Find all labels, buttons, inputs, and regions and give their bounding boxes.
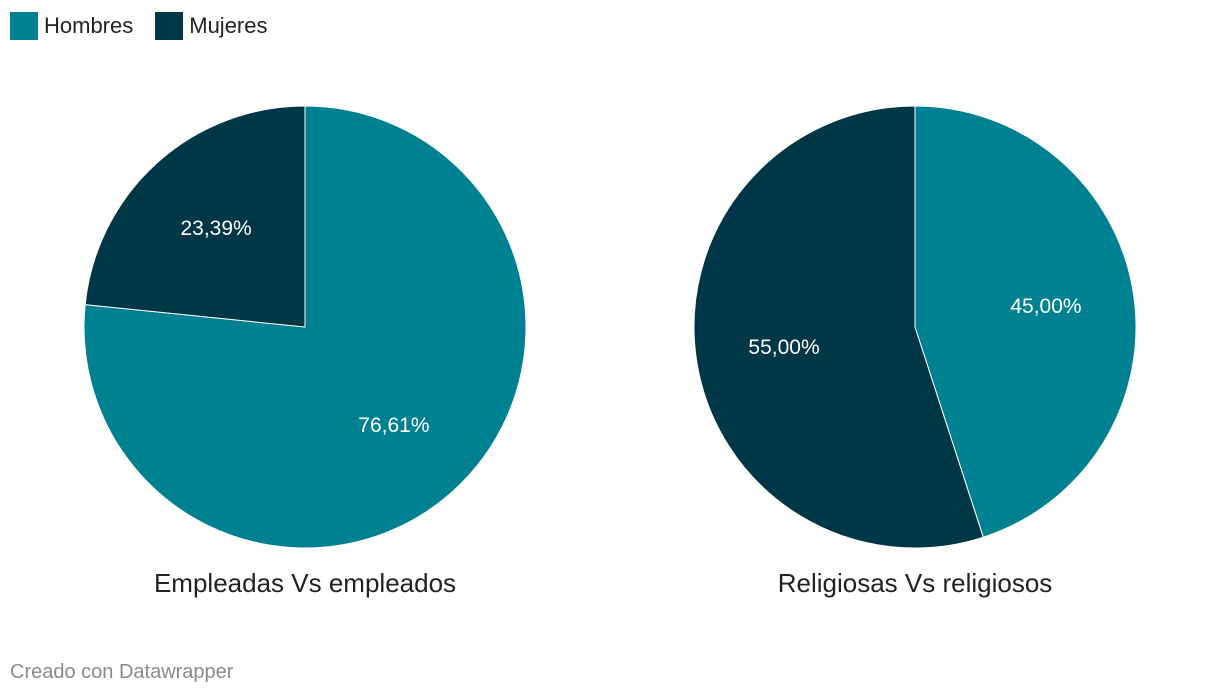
pie-label-hombres: 76,61% xyxy=(358,414,429,437)
legend-item-mujeres: Mujeres xyxy=(155,12,268,40)
legend-swatch-mujeres xyxy=(155,12,184,40)
chart-title-religiosas: Religiosas Vs religiosos xyxy=(777,568,1053,598)
legend-label-mujeres: Mujeres xyxy=(189,13,268,38)
pie-label-hombres: 45,00% xyxy=(1010,295,1081,318)
pie-chart-religiosas: 45,00% 55,00% xyxy=(693,105,1137,549)
pie-slice-mujeres xyxy=(84,105,306,328)
pie-label-mujeres: 23,39% xyxy=(180,217,251,240)
pie-chart-empleadas: 76,61% 23,39% xyxy=(83,105,527,549)
pie-slice-mujeres xyxy=(693,105,984,549)
legend-swatch-hombres xyxy=(10,12,38,40)
chart-title-empleadas: Empleadas Vs empleados xyxy=(153,568,457,598)
footer-credit: Creado con Datawrapper xyxy=(10,661,234,683)
legend: Hombres Mujeres xyxy=(10,12,268,40)
pie-slice-hombres xyxy=(914,105,1137,538)
legend-item-hombres: Hombres xyxy=(10,12,133,40)
pie-label-mujeres: 55,00% xyxy=(748,336,819,359)
legend-label-hombres: Hombres xyxy=(44,13,134,38)
